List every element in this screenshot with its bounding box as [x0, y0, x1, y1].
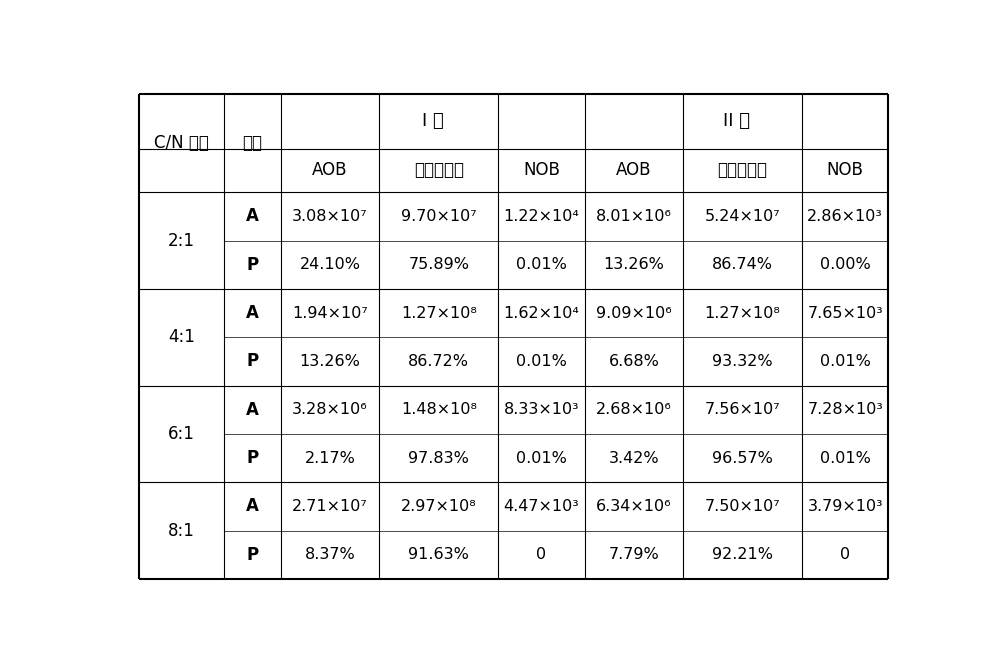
- Text: 75.89%: 75.89%: [408, 257, 469, 272]
- Text: NOB: NOB: [523, 161, 560, 179]
- Text: 7.79%: 7.79%: [608, 547, 659, 562]
- Text: 86.72%: 86.72%: [408, 354, 469, 369]
- Text: NOB: NOB: [827, 161, 864, 179]
- Text: 93.32%: 93.32%: [712, 354, 773, 369]
- Text: I 池: I 池: [422, 112, 443, 130]
- Text: 8.01×10⁶: 8.01×10⁶: [596, 209, 672, 224]
- Text: 2.68×10⁶: 2.68×10⁶: [596, 402, 672, 417]
- Text: 96.57%: 96.57%: [712, 451, 773, 466]
- Text: 7.56×10⁷: 7.56×10⁷: [705, 402, 780, 417]
- Text: 1.62×10⁴: 1.62×10⁴: [503, 306, 579, 320]
- Text: C/N 比例: C/N 比例: [154, 134, 209, 152]
- Text: 0: 0: [840, 547, 850, 562]
- Text: 1.48×10⁸: 1.48×10⁸: [401, 402, 477, 417]
- Text: 24.10%: 24.10%: [299, 257, 360, 272]
- Text: AOB: AOB: [616, 161, 652, 179]
- Text: 6:1: 6:1: [168, 425, 195, 443]
- Text: 3.79×10³: 3.79×10³: [807, 499, 883, 514]
- Text: P: P: [246, 449, 259, 467]
- Text: A: A: [246, 207, 259, 225]
- Text: AOB: AOB: [312, 161, 348, 179]
- Text: II 池: II 池: [723, 112, 750, 130]
- Text: 5.24×10⁷: 5.24×10⁷: [705, 209, 780, 224]
- Text: 7.65×10³: 7.65×10³: [807, 306, 883, 320]
- Text: 1.22×10⁴: 1.22×10⁴: [503, 209, 579, 224]
- Text: 0.01%: 0.01%: [820, 451, 871, 466]
- Text: 92.21%: 92.21%: [712, 547, 773, 562]
- Text: 6.68%: 6.68%: [608, 354, 659, 369]
- Text: 8.37%: 8.37%: [305, 547, 355, 562]
- Text: 7.50×10⁷: 7.50×10⁷: [705, 499, 780, 514]
- Text: 0.01%: 0.01%: [820, 354, 871, 369]
- Text: 7.28×10³: 7.28×10³: [807, 402, 883, 417]
- Text: 0: 0: [536, 547, 546, 562]
- Text: 0.01%: 0.01%: [516, 451, 567, 466]
- Text: 2:1: 2:1: [168, 232, 195, 250]
- Text: 1.27×10⁸: 1.27×10⁸: [705, 306, 781, 320]
- Text: 4.47×10³: 4.47×10³: [504, 499, 579, 514]
- Text: A: A: [246, 401, 259, 419]
- Text: 0.01%: 0.01%: [516, 257, 567, 272]
- Text: 3.08×10⁷: 3.08×10⁷: [292, 209, 368, 224]
- Text: 2.71×10⁷: 2.71×10⁷: [292, 499, 368, 514]
- Text: 项目: 项目: [243, 134, 263, 152]
- Text: 91.63%: 91.63%: [408, 547, 469, 562]
- Text: A: A: [246, 498, 259, 515]
- Text: 1.94×10⁷: 1.94×10⁷: [292, 306, 368, 320]
- Text: 8.33×10³: 8.33×10³: [504, 402, 579, 417]
- Text: 13.26%: 13.26%: [300, 354, 360, 369]
- Text: A: A: [246, 304, 259, 322]
- Text: 8:1: 8:1: [168, 521, 195, 539]
- Text: 9.09×10⁶: 9.09×10⁶: [596, 306, 672, 320]
- Text: 2.86×10³: 2.86×10³: [807, 209, 883, 224]
- Text: 3.28×10⁶: 3.28×10⁶: [292, 402, 368, 417]
- Text: 6.34×10⁶: 6.34×10⁶: [596, 499, 672, 514]
- Text: 2.97×10⁸: 2.97×10⁸: [401, 499, 477, 514]
- Text: 9.70×10⁷: 9.70×10⁷: [401, 209, 477, 224]
- Text: P: P: [246, 545, 259, 563]
- Text: 4:1: 4:1: [168, 328, 195, 346]
- Text: P: P: [246, 352, 259, 370]
- Text: 13.26%: 13.26%: [603, 257, 664, 272]
- Text: P: P: [246, 256, 259, 274]
- Text: 反硒化细菌: 反硒化细菌: [718, 161, 768, 179]
- Text: 反硒化细菌: 反硒化细菌: [414, 161, 464, 179]
- Text: 0.00%: 0.00%: [820, 257, 871, 272]
- Text: 97.83%: 97.83%: [408, 451, 469, 466]
- Text: 86.74%: 86.74%: [712, 257, 773, 272]
- Text: 1.27×10⁸: 1.27×10⁸: [401, 306, 477, 320]
- Text: 2.17%: 2.17%: [305, 451, 355, 466]
- Text: 3.42%: 3.42%: [609, 451, 659, 466]
- Text: 0.01%: 0.01%: [516, 354, 567, 369]
